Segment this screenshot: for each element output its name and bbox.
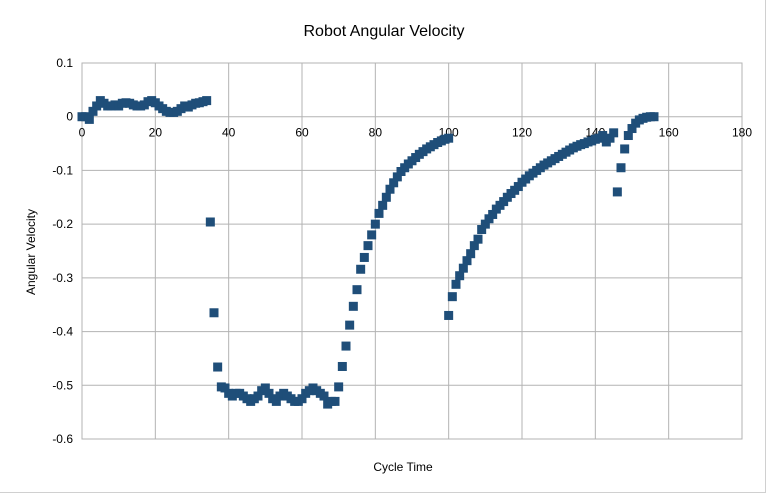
data-point: [370, 219, 380, 229]
x-tick-label: 40: [222, 126, 236, 140]
data-point: [623, 131, 633, 141]
data-point: [447, 292, 457, 302]
data-point: [367, 230, 377, 240]
data-point: [88, 106, 98, 116]
plot-area: [81, 62, 743, 440]
y-tick-label: -0.5: [52, 378, 73, 392]
data-point: [84, 114, 94, 124]
data-point: [209, 308, 219, 318]
data-point: [374, 208, 384, 218]
y-tick-label: -0.3: [52, 271, 73, 285]
data-point: [462, 256, 472, 266]
data-point: [356, 264, 366, 274]
data-point: [649, 112, 659, 122]
data-point: [616, 163, 626, 173]
data-point: [359, 252, 369, 262]
data-point: [444, 133, 454, 143]
data-point: [378, 200, 388, 210]
data-point: [451, 279, 461, 289]
data-point: [205, 217, 215, 227]
x-tick-label: 180: [732, 126, 752, 140]
data-point: [297, 394, 307, 404]
x-axis-ticks: 0 20 40 60 80 100 120 140 160 180: [79, 126, 753, 140]
y-axis-ticks: 0.1 0 -0.1 -0.2 -0.3 -0.4 -0.5 -0.6: [52, 56, 73, 446]
y-tick-label: 0.1: [56, 56, 73, 70]
data-point: [213, 362, 223, 372]
chart-title: Robot Angular Velocity: [304, 23, 465, 40]
y-axis-title: Angular Velocity: [24, 209, 38, 295]
data-point: [352, 285, 362, 295]
data-point: [334, 382, 344, 392]
data-point: [271, 396, 281, 406]
data-point: [455, 271, 465, 281]
data-point: [389, 178, 399, 188]
data-point: [264, 388, 274, 398]
data-point: [444, 310, 454, 320]
data-point: [392, 172, 402, 182]
data-point: [473, 234, 483, 244]
data-point: [253, 391, 263, 401]
data-point: [260, 383, 270, 393]
data-point: [466, 249, 476, 259]
plot-border: [81, 62, 743, 440]
data-point: [477, 225, 487, 235]
data-point: [92, 101, 102, 111]
data-point: [609, 128, 619, 138]
y-tick-label: -0.2: [52, 217, 73, 231]
y-tick-label: -0.1: [52, 163, 73, 177]
data-point: [620, 144, 630, 154]
data-point: [385, 184, 395, 194]
data-point: [612, 187, 622, 197]
data-point: [345, 320, 355, 330]
data-point: [480, 219, 490, 229]
x-tick-label: 0: [79, 126, 86, 140]
data-point: [337, 361, 347, 371]
data-point: [330, 396, 340, 406]
x-axis-title: Cycle Time: [373, 460, 433, 474]
data-point: [488, 209, 498, 219]
x-tick-label: 60: [295, 126, 309, 140]
data-point: [458, 263, 468, 273]
x-tick-label: 20: [149, 126, 163, 140]
data-point: [598, 131, 608, 141]
x-tick-label: 160: [659, 126, 679, 140]
data-point: [381, 192, 391, 202]
data-point: [469, 241, 479, 251]
data-points: [77, 96, 659, 409]
y-tick-label: 0: [66, 110, 73, 124]
y-tick-label: -0.4: [52, 325, 73, 339]
data-point: [319, 391, 329, 401]
data-point: [627, 124, 637, 134]
data-point: [348, 301, 358, 311]
data-point: [220, 383, 230, 393]
y-tick-label: -0.6: [52, 432, 73, 446]
data-point: [202, 96, 212, 106]
x-tick-label: 80: [369, 126, 383, 140]
data-point: [363, 241, 373, 251]
x-tick-label: 120: [512, 126, 532, 140]
data-point: [605, 133, 615, 143]
data-point: [341, 341, 351, 351]
